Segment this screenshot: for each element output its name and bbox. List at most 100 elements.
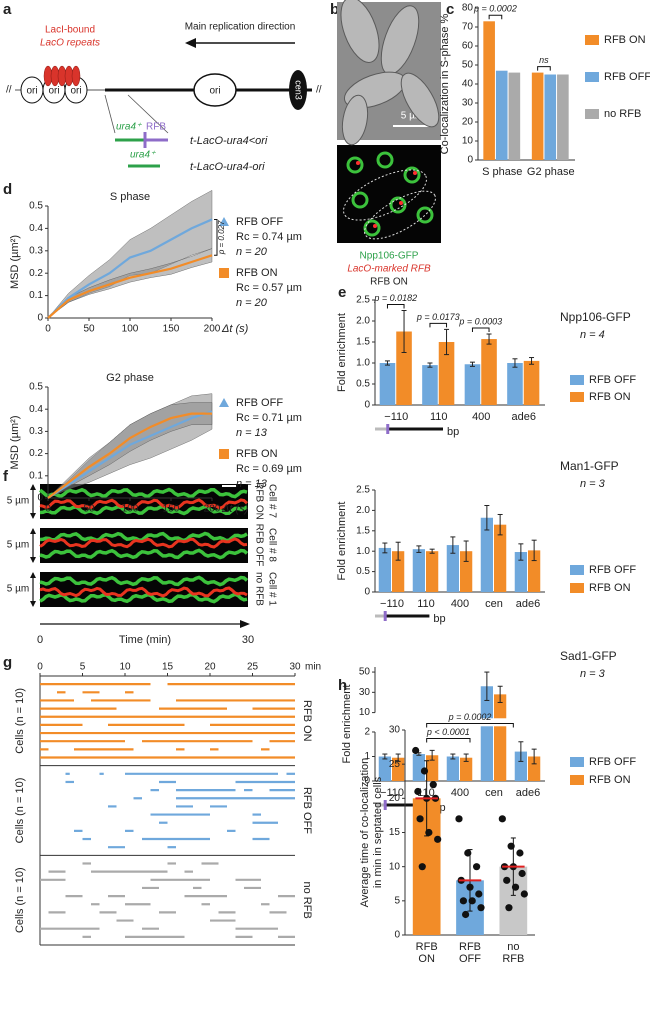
p-value: ns	[539, 55, 549, 65]
repeat	[71, 65, 81, 87]
ori	[193, 73, 237, 107]
legend-label: RFB OFF	[589, 374, 636, 386]
bar	[378, 756, 391, 781]
label: LacO-marked RFB	[347, 264, 431, 275]
x-tick-label: RFB	[502, 953, 524, 965]
bar	[528, 756, 541, 781]
legend-swatch	[585, 109, 599, 119]
x-tick-label: 5	[80, 662, 86, 673]
x-axis-label: Δt (s)	[221, 503, 249, 515]
x-tick-label: S phase	[482, 166, 522, 178]
centromere	[289, 70, 307, 110]
y-tick-label: 50	[462, 60, 474, 71]
legend-label: RFB ON	[604, 34, 646, 46]
bar	[460, 757, 473, 781]
y-axis-label: Fold enrichment	[336, 502, 348, 581]
bar	[480, 517, 493, 592]
bar	[438, 342, 455, 405]
x-tick-label: 110	[417, 787, 435, 799]
x-tick-label: ON	[418, 953, 435, 965]
y-tick-label: 10	[359, 707, 371, 718]
p-value: p < 0.0001	[426, 727, 470, 737]
trace	[39, 531, 248, 543]
y-axis-label: Cells (n = 10)	[14, 778, 26, 844]
y-tick-label: 2.5	[356, 485, 370, 496]
x-tick-label: 10	[119, 662, 131, 673]
scale-label: 5 µm	[401, 111, 423, 122]
point	[475, 890, 483, 898]
y-tick-label: 0	[37, 493, 43, 504]
y-tick-label: 0.5	[29, 201, 43, 212]
point	[459, 897, 467, 905]
legend-label: no RFB	[604, 108, 641, 120]
bracket	[214, 218, 218, 256]
series-line	[47, 410, 213, 499]
y-axis-label: MSD (µm²)	[9, 235, 21, 289]
chart-title: S phase	[110, 191, 150, 203]
bar	[507, 363, 523, 405]
y-axis-label: Average time of co-localization	[359, 758, 371, 908]
x-tick-label: cen	[485, 598, 503, 610]
nucleus	[346, 156, 364, 174]
x-tick-label: RFB	[459, 941, 481, 953]
bracket	[429, 322, 448, 328]
y-tick-label: 70	[462, 22, 474, 33]
bar	[446, 756, 459, 781]
cell: Cell # 7	[266, 484, 277, 518]
x-tick-label: G2 phase	[527, 166, 575, 178]
x-tick-label: 30	[289, 662, 301, 673]
arrow-head	[185, 38, 196, 48]
y-tick-label: 2.0	[356, 316, 370, 327]
y-axis-label: in min in septated cells	[372, 776, 384, 888]
y-axis-label: MSD (µm²)	[9, 416, 21, 470]
y-axis-label: Co-localization in S-phase %	[439, 13, 451, 154]
gene-label: ura4⁺	[116, 122, 142, 133]
x-tick-label: no	[507, 941, 519, 953]
point	[473, 863, 481, 871]
p-value: p = 0.0173	[416, 312, 460, 322]
y-axis-label: Cells (n = 10)	[14, 867, 26, 933]
x-tick-label: 100	[122, 504, 139, 515]
bar	[426, 551, 439, 592]
x-tick-label: 100	[122, 324, 139, 335]
bar	[412, 754, 425, 781]
legend-label: RFB OFF	[589, 756, 636, 768]
y-tick-label: 1.0	[356, 546, 370, 557]
point	[503, 876, 511, 884]
scale-label: 5 µm	[7, 496, 29, 507]
legend-swatch	[570, 565, 584, 575]
legend-rc: Rc = 0.57 µm	[236, 282, 302, 294]
nucleus	[376, 151, 394, 169]
bar	[557, 74, 569, 160]
legend-rc: Rc = 0.69 µm	[236, 463, 302, 475]
y-tick-label: 0.3	[29, 426, 43, 437]
x-tick-label: 15	[162, 662, 174, 673]
construct: t-LacO-ura4<ori	[190, 135, 268, 147]
legend-n: n = 20	[236, 297, 268, 309]
bar	[396, 331, 412, 405]
y-tick-label: 30	[462, 98, 474, 109]
bar	[544, 74, 557, 160]
y-tick-label: 50	[359, 667, 371, 678]
legend-swatch	[570, 757, 584, 767]
cell: Cell # 8	[266, 528, 277, 562]
y-tick-label: 0.4	[29, 223, 43, 234]
group-label: no RFB	[301, 882, 313, 919]
bar	[446, 545, 459, 592]
x-tick-label: 25	[247, 662, 259, 673]
cell-outline	[364, 190, 436, 240]
x-tick-label: 20	[204, 662, 216, 673]
legend-label: RFB OFF	[604, 71, 650, 83]
y-tick-label: 0.2	[29, 448, 43, 459]
axis-break	[369, 718, 545, 727]
bar	[464, 364, 481, 405]
trace	[39, 548, 249, 560]
legend-rc: Rc = 0.71 µm	[236, 412, 302, 424]
legend-swatch	[570, 392, 584, 402]
y-tick-label: 0.4	[29, 404, 43, 415]
y-tick-label: 0.5	[356, 566, 370, 577]
y-axis-label: Cells (n = 10)	[14, 688, 26, 754]
label: RFB ON	[370, 277, 408, 288]
x-tick-label: 0	[45, 324, 51, 335]
time-label: Time (min)	[119, 634, 171, 646]
